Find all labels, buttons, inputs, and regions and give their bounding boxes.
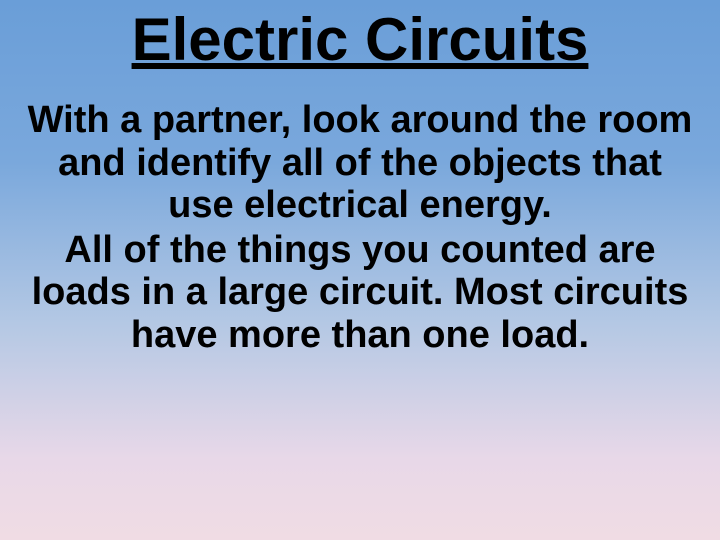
slide-paragraph-2: All of the things you counted are loads … — [25, 229, 695, 357]
slide-paragraph-1: With a partner, look around the room and… — [25, 99, 695, 227]
slide-title: Electric Circuits — [132, 8, 589, 71]
